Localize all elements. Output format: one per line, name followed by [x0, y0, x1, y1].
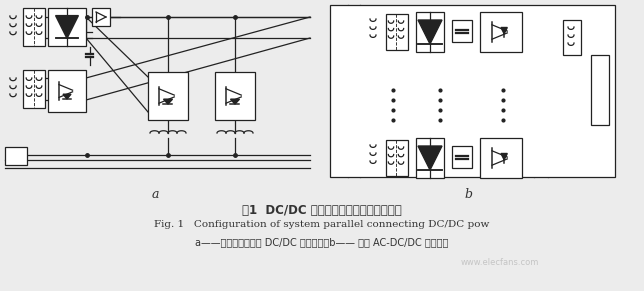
Bar: [148, 72, 188, 120]
Bar: [215, 72, 255, 120]
Bar: [563, 20, 581, 55]
Polygon shape: [63, 94, 71, 99]
Polygon shape: [501, 28, 507, 34]
Text: a——基于直流母线的 DC/DC 电源并联；b—— 独立 AC-DC/DC 电源并联: a——基于直流母线的 DC/DC 电源并联；b—— 独立 AC-DC/DC 电源…: [195, 237, 449, 247]
Bar: [452, 20, 472, 42]
Bar: [416, 12, 444, 52]
Bar: [416, 138, 444, 178]
Bar: [48, 8, 86, 46]
Text: Fig. 1   Configuration of system parallel connecting DC/DC pow: Fig. 1 Configuration of system parallel …: [155, 220, 489, 229]
Bar: [452, 146, 472, 168]
Bar: [386, 14, 408, 50]
Text: a: a: [151, 188, 159, 201]
Polygon shape: [55, 16, 79, 38]
Polygon shape: [418, 20, 442, 44]
Polygon shape: [418, 146, 442, 170]
Bar: [386, 140, 408, 176]
Text: b: b: [464, 188, 472, 201]
Bar: [330, 5, 615, 177]
Text: 图1  DC/DC 电源模块并联的系统结构框图: 图1 DC/DC 电源模块并联的系统结构框图: [242, 204, 402, 217]
Polygon shape: [501, 153, 507, 160]
Bar: [48, 70, 86, 112]
Bar: [480, 12, 522, 52]
Bar: [92, 8, 110, 26]
Text: www.elecfans.com: www.elecfans.com: [461, 258, 539, 267]
Bar: [23, 8, 45, 46]
Bar: [591, 55, 609, 125]
Polygon shape: [231, 99, 240, 104]
Bar: [5, 147, 27, 165]
Bar: [23, 70, 45, 108]
Polygon shape: [164, 99, 173, 104]
Bar: [480, 138, 522, 178]
